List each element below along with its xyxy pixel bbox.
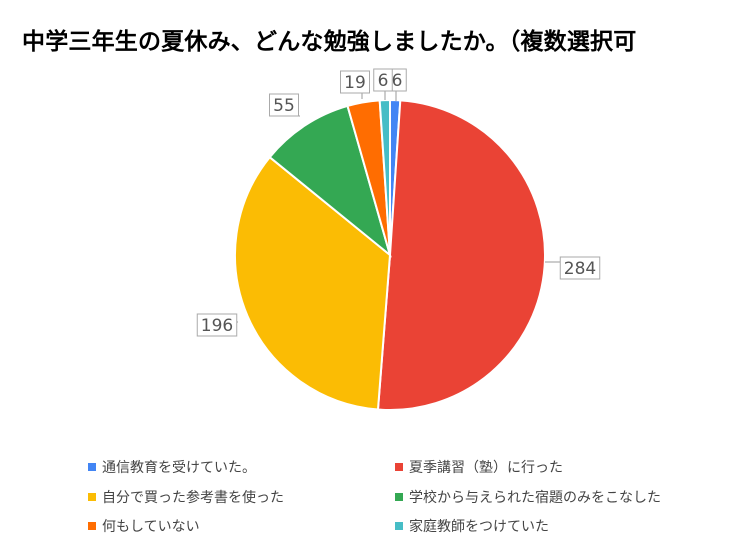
pie-slice[interactable] bbox=[234, 155, 392, 411]
data-label: 19 bbox=[344, 73, 366, 93]
chart-title: 中学三年生の夏休み、どんな勉強しましたか。（複数選択可 bbox=[22, 29, 637, 55]
data-label-box bbox=[373, 68, 393, 92]
pie-slice[interactable] bbox=[376, 99, 547, 411]
data-label: 196 bbox=[201, 316, 233, 336]
pie-slice[interactable] bbox=[268, 104, 392, 258]
data-label: 55 bbox=[273, 96, 295, 116]
data-label-box bbox=[269, 93, 299, 117]
data-label-box bbox=[196, 313, 238, 337]
data-label-box bbox=[559, 256, 601, 280]
data-label: 284 bbox=[564, 259, 596, 279]
pie-slice[interactable] bbox=[378, 98, 391, 256]
data-label-box bbox=[340, 70, 370, 94]
data-label: 6 bbox=[378, 71, 389, 91]
data-label: 6 bbox=[392, 71, 403, 91]
